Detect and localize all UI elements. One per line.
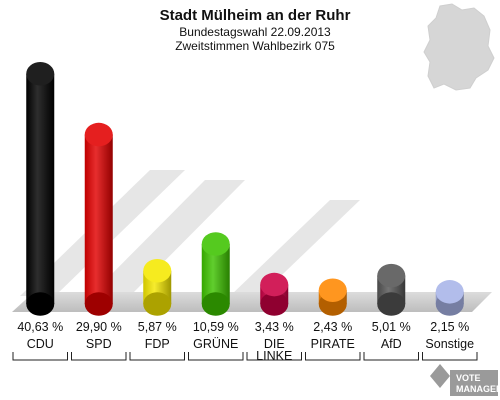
chart-floor [12, 292, 492, 312]
bar-body [84, 134, 113, 304]
category-label: FDP [145, 337, 170, 351]
category-bracket [246, 352, 302, 361]
bar-base [377, 292, 406, 316]
category-bracket [129, 352, 185, 361]
bar-fdp [143, 258, 172, 316]
value-label: 29,90 % [76, 320, 122, 334]
category-label: AfD [381, 337, 402, 351]
value-label: 40,63 % [17, 320, 63, 334]
bar-base [260, 292, 289, 316]
bar-top [143, 258, 172, 283]
category-label: DIE [264, 337, 285, 351]
category-label: PIRATE [311, 337, 355, 351]
bar-sonstige [435, 280, 464, 316]
watermark-line-2: MANAGER [456, 384, 500, 394]
bar-grüne [201, 232, 230, 316]
value-label: 5,87 % [138, 320, 177, 334]
bar-top [201, 232, 230, 256]
category-label: GRÜNE [193, 337, 238, 351]
category-bracket [363, 352, 419, 361]
value-label: 2,43 % [313, 320, 352, 334]
bar-afd [377, 263, 406, 316]
bar-base [143, 292, 172, 316]
bar-base [26, 292, 55, 316]
category-bracket [188, 352, 244, 361]
category-label: SPD [86, 337, 112, 351]
value-label: 2,15 % [430, 320, 469, 334]
bar-top [377, 263, 406, 288]
bar-top [26, 62, 55, 86]
value-label: 3,43 % [255, 320, 294, 334]
value-label: 10,59 % [193, 320, 239, 334]
bar-top [84, 122, 113, 147]
category-bracket [305, 352, 361, 361]
bar-base [201, 292, 230, 316]
category-label: Sonstige [425, 337, 474, 351]
category-label: CDU [27, 337, 54, 351]
labels-group: 40,63 % CDU 29,90 % SPD 5,87 % FDP 10,59 % GRÜN… [12, 320, 478, 363]
category-label: LINKE [256, 349, 292, 363]
bar-base [84, 292, 113, 316]
chart-title: Stadt Mülheim an der Ruhr [160, 7, 351, 24]
bar-top [435, 280, 464, 304]
chart-subtitle-2: Zweitstimmen Wahlbezirk 075 [175, 39, 335, 53]
bars-group [26, 62, 464, 316]
vote-manager-logo: VOTE MANAGER [430, 364, 500, 396]
bar-cdu [26, 62, 55, 316]
chart-subtitle-1: Bundestagswahl 22.09.2013 [179, 25, 331, 39]
bar-body [26, 73, 55, 304]
category-bracket [12, 352, 68, 361]
bar-pirate [318, 278, 347, 316]
bar-top [260, 272, 289, 297]
bar-spd [84, 122, 113, 316]
background-stripes [20, 170, 360, 296]
category-bracket [422, 352, 478, 361]
bar-top [318, 278, 347, 302]
germany-map-icon [423, 3, 495, 91]
category-bracket [71, 352, 127, 361]
bar-die-linke [260, 272, 289, 316]
watermark-line-1: VOTE [456, 373, 481, 383]
value-label: 5,01 % [372, 320, 411, 334]
